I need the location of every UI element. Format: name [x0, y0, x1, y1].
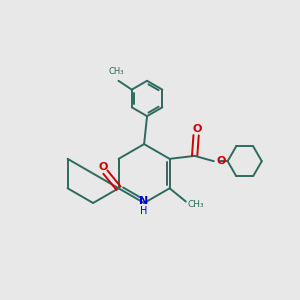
Text: O: O	[216, 156, 226, 166]
Text: O: O	[193, 124, 202, 134]
Text: N: N	[140, 196, 149, 206]
Text: CH₃: CH₃	[187, 200, 204, 209]
Text: CH₃: CH₃	[108, 67, 124, 76]
Text: O: O	[98, 162, 108, 172]
Text: H: H	[140, 206, 148, 216]
